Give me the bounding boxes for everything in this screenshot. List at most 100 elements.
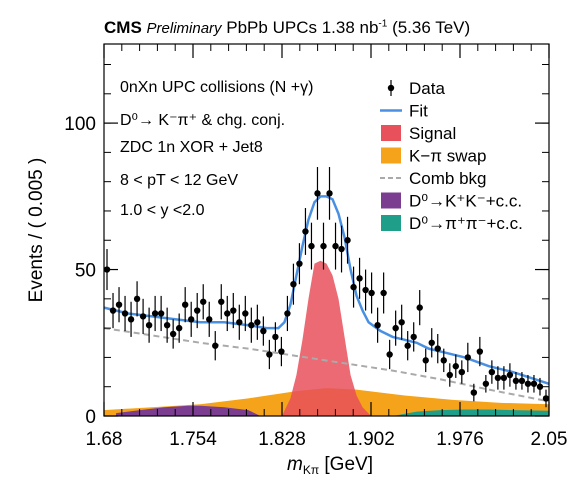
legend-swatch (381, 147, 401, 164)
data-point (524, 374, 532, 393)
data-point (392, 310, 399, 346)
data-point (181, 287, 189, 323)
data-point (266, 339, 273, 370)
data-point (362, 269, 369, 311)
x-tick-label: 1.754 (169, 429, 217, 450)
data-point (446, 363, 453, 387)
data-point (368, 272, 375, 314)
stacked-components (104, 260, 549, 416)
info-line-decay: D⁰→ K⁻π⁺ & chg. conj. (120, 112, 285, 129)
axes: 1.68 1.754 1.828 1.902 1.976 2.05 0 50 100 (64, 44, 567, 450)
data-point (344, 216, 351, 264)
data-point (157, 295, 165, 332)
legend-item-kpi_swap: K−π swap (381, 147, 486, 166)
x-tick-label: 2.05 (531, 429, 568, 450)
data-point (422, 348, 429, 373)
data-point (308, 222, 315, 270)
data-point (127, 301, 135, 337)
data-point (542, 389, 550, 408)
data-point (416, 290, 423, 326)
data-point (187, 301, 195, 337)
y-axis-label: Events / ( 0.005 ) (26, 158, 47, 303)
comb-bkg-curve (103, 327, 550, 403)
data-point (350, 266, 357, 308)
data-point (121, 295, 129, 332)
data-point (139, 298, 147, 334)
data-point (452, 354, 459, 378)
y-tick-label: 0 (85, 407, 96, 428)
data-point (236, 304, 243, 340)
data-point (163, 307, 171, 343)
legend-item-pipi: D⁰→π⁺π⁻+c.c. (381, 214, 523, 233)
data-point (380, 272, 387, 314)
data-point (476, 336, 484, 367)
data-point (404, 331, 411, 361)
data-point (284, 295, 291, 332)
legend-item-fit: Fit (380, 102, 428, 121)
info-box: 0nXn UPC collisions (N +γ) D⁰→ K⁻π⁺ & ch… (120, 79, 313, 219)
data-point (356, 257, 363, 299)
legend-item-data: Data (387, 79, 445, 98)
legend-swatch (381, 125, 401, 141)
data-point (290, 263, 297, 305)
data-point (151, 295, 159, 332)
data-point (434, 333, 441, 364)
legend-label: D⁰→π⁺π⁻+c.c. (409, 214, 523, 233)
legend-swatch (381, 192, 401, 209)
data-point (536, 377, 544, 396)
data-point (115, 287, 123, 323)
legend-item-comb_bkg: Comb bkg (380, 169, 486, 188)
legend-label: D⁰→K⁺K⁻+c.c. (409, 192, 522, 211)
data-point (133, 281, 141, 317)
legend: Data Fit Signal K−π swap Comb bkg D⁰→K⁺K⁻+c.c… (380, 79, 523, 233)
data-point (272, 322, 279, 352)
legend-label: Data (409, 79, 445, 98)
data-point (338, 225, 345, 273)
legend-label: Fit (409, 102, 428, 121)
signal-area (282, 260, 371, 416)
x-tick-label: 1.902 (347, 429, 395, 450)
x-axis-label: mKπ [GeV] (287, 454, 373, 477)
y-tick-label: 50 (75, 261, 96, 282)
info-line-pt: 8 < pT < 12 GeV (120, 172, 238, 189)
data-points (103, 167, 550, 408)
data-point (224, 295, 231, 332)
data-point (458, 360, 466, 384)
legend-swatch (381, 215, 401, 231)
data-point (332, 222, 339, 270)
data-point (512, 372, 520, 390)
data-point (260, 316, 267, 346)
y-tick-label: 100 (64, 114, 96, 135)
data-point (200, 284, 207, 320)
data-point (488, 360, 496, 384)
data-point (278, 336, 285, 367)
data-point (302, 208, 309, 255)
data-point (398, 304, 405, 340)
data-point (482, 374, 490, 393)
data-point (254, 304, 261, 340)
info-line-y: 1.0 < y <2.0 (120, 202, 205, 219)
kk-area (116, 405, 261, 416)
data-point (212, 331, 219, 361)
legend-item-signal: Signal (381, 124, 456, 143)
data-point (518, 372, 526, 390)
data-point (296, 243, 303, 285)
legend-label: Signal (409, 124, 456, 143)
legend-swatch-marker (387, 84, 395, 92)
pipi-area (392, 409, 549, 416)
data-point (242, 295, 249, 332)
x-tick-label: 1.68 (86, 429, 123, 450)
data-point (464, 342, 472, 373)
data-point (326, 167, 333, 220)
experiment-label: CMS (104, 18, 142, 37)
data-point (230, 292, 237, 329)
data-point (109, 292, 117, 329)
info-line-collisions: 0nXn UPC collisions (N +γ) (120, 79, 313, 96)
data-point (470, 383, 478, 402)
data-point (374, 307, 381, 343)
legend-label: Comb bkg (409, 169, 486, 188)
data-point (530, 374, 538, 393)
dataset-exponent: -1 (378, 18, 388, 30)
plot-frame (103, 43, 550, 417)
